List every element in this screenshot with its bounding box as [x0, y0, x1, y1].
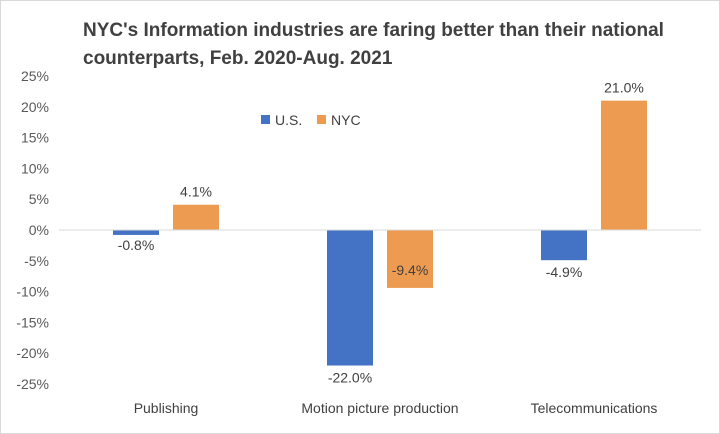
data-label: -4.9%	[546, 264, 583, 280]
legend-label-nyc: NYC	[331, 112, 361, 128]
legend-swatch-nyc	[317, 115, 326, 124]
data-label: 4.1%	[180, 184, 212, 200]
y-tick-label: 25%	[21, 68, 49, 84]
data-label: -0.8%	[118, 237, 155, 253]
y-tick-label: -15%	[16, 314, 49, 330]
y-tick-label: -25%	[16, 376, 49, 392]
data-label: 21.0%	[604, 80, 644, 96]
category-label: Publishing	[134, 400, 199, 416]
y-tick-label: 10%	[21, 160, 49, 176]
category-label: Telecommunications	[531, 400, 658, 416]
legend-label-us: U.S.	[275, 112, 302, 128]
legend-swatch-us	[261, 115, 270, 124]
y-tick-label: -20%	[16, 345, 49, 361]
bar-us-0	[113, 230, 159, 235]
y-tick-label: 5%	[29, 191, 49, 207]
bar-nyc-0	[173, 204, 219, 230]
y-tick-label: 20%	[21, 99, 49, 115]
bar-us-2	[541, 230, 587, 261]
data-label: -22.0%	[328, 370, 372, 386]
category-label: Motion picture production	[301, 400, 458, 416]
y-tick-label: -10%	[16, 284, 49, 300]
y-tick-label: 15%	[21, 130, 49, 146]
y-tick-label: 0%	[29, 222, 49, 238]
y-tick-label: -5%	[24, 253, 49, 269]
bar-us-1	[327, 230, 373, 366]
bar-nyc-2	[601, 100, 647, 230]
data-label: -9.4%	[392, 262, 429, 278]
bar-nyc-1	[387, 230, 433, 288]
chart-title: NYC's Information industries are faring …	[83, 20, 664, 69]
